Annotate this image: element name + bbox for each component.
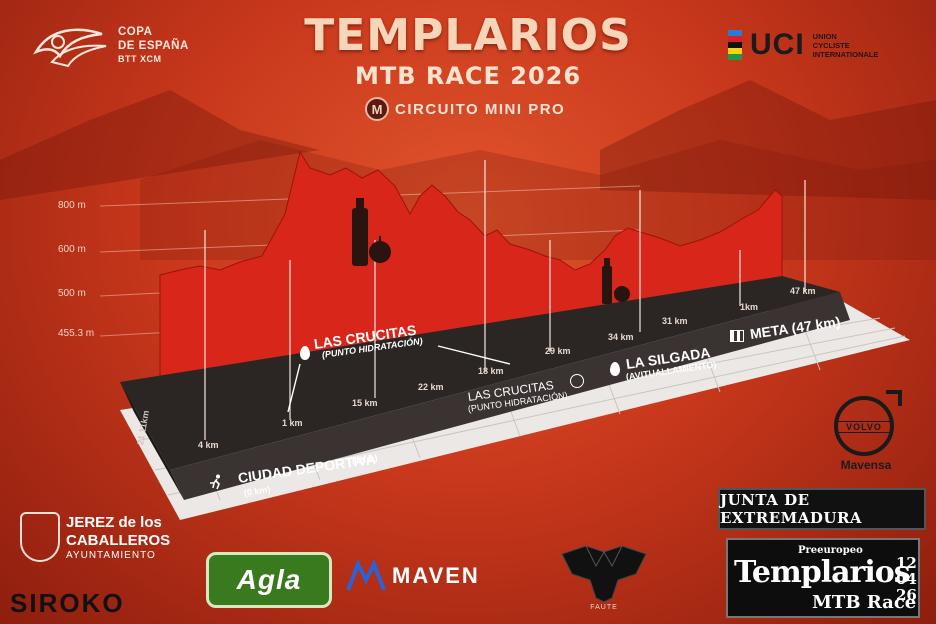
page-title: TEMPLARIOS xyxy=(304,10,632,61)
templarios-name: Templarios xyxy=(734,555,911,590)
date-month: 04 xyxy=(896,570,917,588)
templarios-pre: Preeuropeo xyxy=(798,545,863,556)
water-bottle-apple-icon-2 xyxy=(602,258,630,304)
templarios-date: 12 04 26 xyxy=(896,555,917,603)
templarios-event-logo: Preeuropeo Templarios MTB Race 12 04 26 xyxy=(726,538,920,618)
km-mark: 47 km xyxy=(790,286,816,296)
volvo-text: VOLVO xyxy=(838,421,890,433)
copa-line-1: COPA xyxy=(118,26,153,38)
km-mark: 34 km xyxy=(608,332,634,342)
jerez-line-3: AYUNTAMIENTO xyxy=(66,550,156,561)
km-mark: 4 km xyxy=(198,440,219,450)
finish-flag-icon xyxy=(730,330,744,342)
crest-icon xyxy=(20,512,60,562)
templarios-race: MTB Race xyxy=(812,592,917,613)
elevation-tick-500: 500 m xyxy=(58,288,86,299)
circuit-name: CIRCUITO MINI PRO xyxy=(395,100,566,118)
wing-icon xyxy=(33,28,107,68)
uci-line-2: CYCLISTE xyxy=(812,40,850,50)
elevation-tick-800: 800 m xyxy=(58,200,86,211)
jerez-line-1: JEREZ de los xyxy=(66,514,162,531)
water-drop-icon xyxy=(610,362,620,376)
faute-logo: FAUTE xyxy=(556,540,652,616)
page-subtitle: MTB RACE 2026 xyxy=(354,62,582,90)
water-drop-icon xyxy=(570,374,584,388)
uci-line-1: UNION xyxy=(812,31,837,41)
copa-line-3: BTT XCM xyxy=(118,54,162,64)
circuit-badge-icon: M xyxy=(365,97,389,121)
circuit-label: M CIRCUITO MINI PRO xyxy=(365,96,565,122)
jerez-ayuntamiento-logo: JEREZ de los CABALLEROS AYUNTAMIENTO xyxy=(16,510,176,562)
uci-line-3: INTERNATIONALE xyxy=(812,49,879,59)
copa-line-2: DE ESPAÑA xyxy=(118,40,189,52)
jerez-line-2: CABALLEROS xyxy=(66,532,171,549)
km-mark: 29 km xyxy=(545,346,571,356)
date-year: 26 xyxy=(896,586,917,604)
km-mark: 15 km xyxy=(352,398,378,408)
uci-word: UCI xyxy=(750,28,805,61)
km-mark: 1km xyxy=(740,302,759,312)
maven-text: MAVEN xyxy=(392,563,480,588)
water-bottle-apple-icon xyxy=(352,198,391,266)
volvo-arrow-icon xyxy=(886,390,902,406)
junta-extremadura-logo: JUNTA DE EXTREMADURA xyxy=(718,488,926,530)
uci-rainbow-icon xyxy=(728,30,742,60)
elevation-tick-600: 600 m xyxy=(58,244,86,255)
km-mark: 18 km xyxy=(478,366,504,376)
km-mark: 22 km xyxy=(418,382,444,392)
faute-text: FAUTE xyxy=(590,604,618,611)
km-mark: 31 km xyxy=(662,316,688,326)
uci-fullname: UNION CYCLISTE INTERNATIONALE xyxy=(813,32,879,59)
water-drop-icon xyxy=(300,346,310,360)
date-day: 12 xyxy=(896,554,917,572)
km-mark: 1 km xyxy=(282,418,303,428)
mavensa-logo: Mavensa xyxy=(840,458,892,472)
elephant-icon xyxy=(561,545,647,603)
runner-icon xyxy=(208,474,224,490)
elevation-tick-455: 455.3 m xyxy=(58,328,95,339)
maven-logo: MAVEN xyxy=(346,556,480,596)
copa-espana-logo: COPA DE ESPAÑA BTT XCM xyxy=(32,22,222,68)
uci-logo: UCI UNION CYCLISTE INTERNATIONALE xyxy=(728,28,878,62)
maven-mark-icon xyxy=(346,560,386,591)
siroko-logo: SIROKO xyxy=(10,588,125,618)
volvo-logo: VOLVO xyxy=(834,390,902,456)
agla-logo: Agla xyxy=(206,552,332,608)
